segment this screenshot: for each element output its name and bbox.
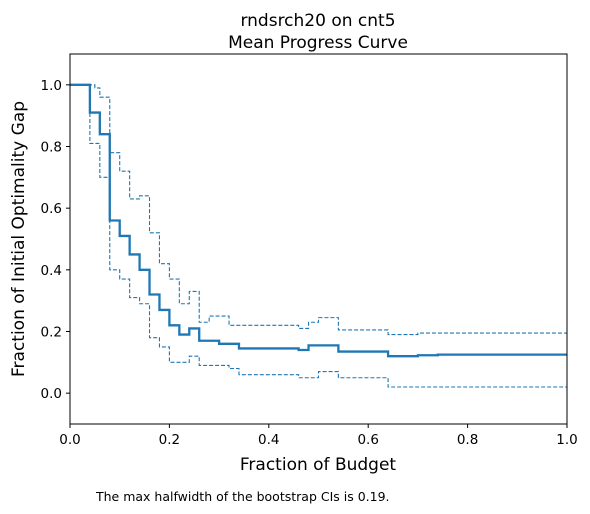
x-tick-label: 0.6	[357, 432, 378, 448]
y-tick-label: 0.8	[41, 140, 62, 156]
series-layer	[70, 83, 567, 388]
x-axis-label: Fraction of Budget	[240, 455, 397, 475]
y-axis-ticks: 0.0 0.2 0.4 0.6 0.8 1.0	[41, 78, 70, 402]
ci-halfwidth-note: The max halfwidth of the bootstrap CIs i…	[95, 489, 390, 504]
y-tick-label: 0.4	[41, 263, 62, 279]
y-axis-label: Fraction of Initial Optimality Gap	[9, 101, 29, 377]
x-tick-label: 0.8	[457, 432, 478, 448]
y-tick-label: 1.0	[41, 78, 62, 94]
mean-progress-line	[70, 83, 567, 358]
chart-subtitle: Mean Progress Curve	[228, 33, 408, 53]
y-tick-label: 0.6	[41, 201, 62, 217]
y-tick-label: 0.2	[41, 325, 62, 341]
x-tick-label: 0.4	[258, 432, 279, 448]
plot-frame	[69, 53, 568, 425]
ci-lower-line	[70, 84, 567, 388]
x-axis-ticks: 0.0 0.2 0.4 0.6 0.8 1.0	[59, 424, 578, 448]
y-tick-label: 0.0	[41, 386, 62, 402]
x-tick-label: 0.2	[159, 432, 180, 448]
ci-upper-line	[70, 84, 567, 336]
x-tick-label: 0.0	[59, 432, 80, 448]
chart-title: rndsrch20 on cnt5	[240, 11, 395, 31]
x-tick-label: 1.0	[556, 432, 577, 448]
